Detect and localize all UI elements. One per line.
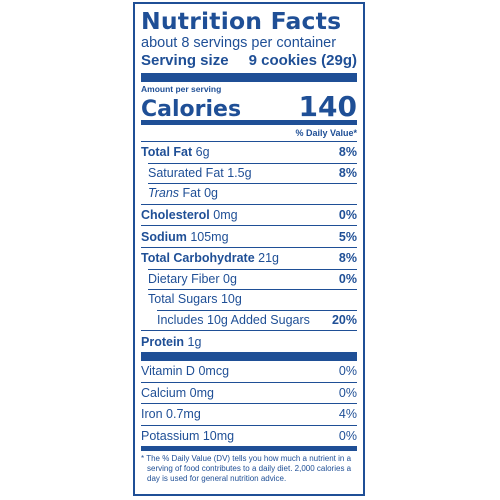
nutrient-row-trans-fat: Trans Fat 0g — [141, 183, 357, 204]
vitamin-name: Potassium — [141, 429, 200, 444]
nutrient-name: Total Fat — [141, 145, 193, 160]
vitamin-amount: 0mcg — [198, 364, 230, 379]
nutrient-dv: 0% — [338, 208, 357, 223]
nutrient-name: Protein — [141, 334, 185, 349]
nutrient-row-total-sugars: Total Sugars 10g — [141, 289, 357, 310]
nutrient-amount: 0g — [223, 271, 237, 286]
nutrient-name-italic: Trans — [148, 186, 180, 201]
nutrient-row-protein: Protein 1g — [141, 330, 357, 352]
label-title: Nutrition Facts — [141, 7, 342, 35]
nutrient-name: Dietary Fiber — [148, 271, 220, 286]
vitamin-dv: 4% — [338, 407, 357, 422]
nutrient-dv: 0% — [338, 271, 357, 286]
vitamin-amount: 10mg — [202, 429, 235, 444]
calories-value: 140 — [298, 90, 357, 123]
vitamin-row-calcium: Calcium 0mg 0% — [141, 381, 357, 404]
nutrition-facts-label: Nutrition Facts about 8 servings per con… — [133, 2, 365, 496]
nutrient-row-cholesterol: Cholesterol 0mg 0% — [141, 203, 357, 226]
serving-size-label: Serving size — [141, 52, 229, 69]
nutrient-amount: 0mg — [213, 208, 238, 223]
nutrient-amount: 6g — [195, 145, 210, 160]
nutrient-name: Sodium — [141, 229, 187, 244]
thick-divider — [141, 73, 357, 82]
nutrient-amount: 105mg — [190, 229, 229, 244]
nutrient-dv: 8% — [338, 251, 357, 266]
nutrient-name: Includes 10g Added Sugars — [157, 313, 310, 328]
nutrient-dv: 8% — [338, 145, 357, 160]
vitamin-row-iron: Iron 0.7mg 4% — [141, 403, 357, 425]
daily-value-header: % Daily Value* — [295, 128, 357, 138]
vitamin-dv: 0% — [338, 385, 357, 400]
vitamin-name: Vitamin D — [141, 364, 195, 379]
amount-per-serving: Amount per serving — [141, 84, 222, 94]
vitamin-amount: 0mg — [189, 385, 214, 400]
vitamin-name: Calcium — [141, 385, 187, 400]
nutrient-amount: 0g — [204, 186, 218, 201]
nutrient-amount: 21g — [258, 251, 280, 266]
nutrient-row-total-carbohydrate: Total Carbohydrate 21g 8% — [141, 246, 357, 269]
vitamin-name: Iron — [141, 407, 163, 422]
nutrient-name: Total Sugars — [148, 292, 218, 307]
nutrient-name: Cholesterol — [141, 208, 210, 223]
nutrient-dv: 5% — [338, 229, 357, 244]
thick-divider — [141, 351, 357, 361]
nutrient-amount: 1g — [187, 334, 202, 349]
serving-size-row: Serving size 9 cookies (29g) — [141, 52, 357, 70]
daily-value-footnote: * The % Daily Value (DV) tells you how m… — [141, 454, 352, 484]
calories-label: Calories — [141, 97, 242, 122]
medium-divider — [141, 120, 357, 125]
nutrient-row-sodium: Sodium 105mg 5% — [141, 225, 357, 247]
calories-row: Calories 140 — [141, 90, 357, 123]
nutrient-amount: 1.5g — [227, 165, 252, 180]
medium-divider — [141, 446, 357, 452]
vitamin-row-potassium: Potassium 10mg 0% — [141, 424, 357, 447]
nutrient-row-dietary-fiber: Dietary Fiber 0g 0% — [141, 268, 357, 290]
nutrient-row-added-sugars: Includes 10g Added Sugars 20% — [141, 309, 357, 331]
nutrient-name: Total Carbohydrate — [141, 251, 255, 266]
nutrient-row-total-fat: Total Fat 6g 8% — [141, 141, 357, 163]
vitamin-dv: 0% — [338, 429, 357, 444]
nutrient-name: Fat — [182, 186, 201, 201]
nutrient-dv: 20% — [331, 313, 357, 328]
serving-size-value: 9 cookies (29g) — [248, 52, 357, 69]
nutrient-name: Saturated Fat — [148, 165, 224, 180]
nutrient-row-saturated-fat: Saturated Fat 1.5g 8% — [141, 162, 357, 184]
nutrient-amount: 10g — [220, 292, 242, 307]
nutrient-dv: 8% — [338, 165, 357, 180]
vitamin-row-vitamin-d: Vitamin D 0mcg 0% — [141, 361, 357, 382]
vitamin-amount: 0.7mg — [166, 407, 201, 422]
vitamin-dv: 0% — [338, 364, 357, 379]
servings-per-container: about 8 servings per container — [141, 35, 337, 51]
